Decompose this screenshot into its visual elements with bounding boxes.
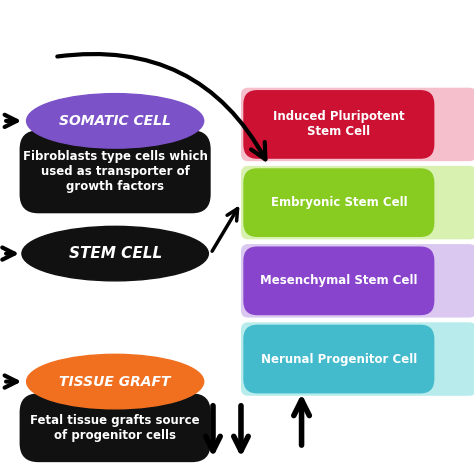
FancyBboxPatch shape [243, 168, 434, 237]
FancyBboxPatch shape [19, 130, 210, 213]
FancyBboxPatch shape [243, 90, 434, 159]
Ellipse shape [27, 94, 204, 148]
Text: Fibroblasts type cells which
used as transporter of
growth factors: Fibroblasts type cells which used as tra… [23, 150, 208, 193]
Text: Induced Pluripotent
Stem Cell: Induced Pluripotent Stem Cell [273, 110, 405, 138]
Text: Mesenchymal Stem Cell: Mesenchymal Stem Cell [260, 274, 418, 287]
Ellipse shape [27, 355, 204, 409]
FancyBboxPatch shape [243, 325, 434, 393]
Ellipse shape [16, 218, 214, 289]
FancyBboxPatch shape [19, 393, 210, 462]
Ellipse shape [22, 227, 209, 281]
FancyBboxPatch shape [241, 322, 474, 396]
Text: STEM CELL: STEM CELL [69, 246, 162, 261]
Text: Nerunal Progenitor Cell: Nerunal Progenitor Cell [261, 353, 417, 365]
Ellipse shape [21, 85, 210, 156]
Text: Fetal tissue grafts source
of progenitor cells: Fetal tissue grafts source of progenitor… [30, 414, 200, 442]
FancyBboxPatch shape [243, 246, 434, 315]
FancyBboxPatch shape [241, 166, 474, 239]
FancyBboxPatch shape [241, 88, 474, 161]
Text: SOMATIC CELL: SOMATIC CELL [59, 114, 171, 128]
Text: Embryonic Stem Cell: Embryonic Stem Cell [271, 196, 407, 209]
FancyBboxPatch shape [241, 244, 474, 318]
Text: TISSUE GRAFT: TISSUE GRAFT [59, 374, 171, 389]
Ellipse shape [21, 346, 210, 417]
